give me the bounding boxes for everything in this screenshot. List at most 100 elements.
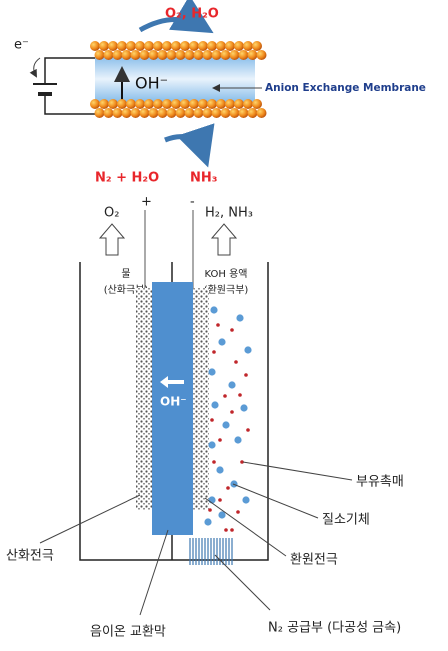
- ball: [207, 99, 217, 109]
- product-label: NH₃: [190, 171, 217, 186]
- nitrogen-bubble: [210, 306, 218, 314]
- nitrogen-bubble: [208, 441, 216, 449]
- ball: [220, 108, 231, 118]
- ball: [94, 50, 105, 60]
- catalyst-particle: [246, 428, 250, 432]
- ball: [108, 99, 118, 109]
- ball: [252, 99, 262, 109]
- ball: [90, 99, 100, 109]
- ball: [144, 99, 154, 109]
- ball: [202, 108, 213, 118]
- catalyst-particle: [230, 328, 234, 332]
- nitrogen-bubble: [222, 421, 230, 429]
- membrane-label: Anion Exchange Membrane: [265, 82, 426, 94]
- electron-arrow: [29, 57, 41, 78]
- catalyst-particle: [238, 393, 242, 397]
- ball: [180, 41, 190, 51]
- ion-label: OH⁻: [160, 395, 187, 409]
- ball: [252, 41, 262, 51]
- ball: [247, 108, 258, 118]
- catalyst-particle: [244, 373, 248, 377]
- ball: [211, 50, 222, 60]
- ball: [99, 99, 109, 109]
- membrane: [95, 54, 255, 104]
- ball: [166, 50, 177, 60]
- ball: [148, 50, 159, 60]
- ball: [198, 41, 208, 51]
- electron-label: e⁻: [14, 38, 29, 53]
- catalyst-label: 부유촉매: [356, 475, 404, 490]
- cathode-chamber: KOH 용액: [205, 268, 248, 280]
- circuit: [44, 57, 95, 115]
- catalyst-particle: [218, 498, 222, 502]
- anode-gas: O₂: [104, 206, 119, 221]
- ball: [189, 99, 199, 109]
- ball: [202, 50, 213, 60]
- nitrogen-bubble: [240, 404, 248, 412]
- ball: [112, 50, 123, 60]
- catalyst-particle: [212, 350, 216, 354]
- catalyst-particle: [212, 460, 216, 464]
- ball: [189, 41, 199, 51]
- ball: [117, 99, 127, 109]
- catalyst-particle: [236, 510, 240, 514]
- catalyst-particle: [216, 323, 220, 327]
- catalyst-particle: [240, 460, 244, 464]
- cathode-label: 환원전극: [290, 553, 338, 568]
- ball: [247, 50, 258, 60]
- particles: [204, 306, 252, 532]
- ball: [184, 108, 195, 118]
- ball: [135, 41, 145, 51]
- ball: [90, 41, 100, 51]
- ball: [99, 41, 109, 51]
- inlet-label: N₂ + H₂O: [95, 171, 159, 186]
- nitrogen-bubble: [242, 496, 250, 504]
- outlet-arrow: [210, 223, 238, 256]
- plus-label: +: [141, 195, 152, 210]
- ion-arrow: [160, 376, 184, 388]
- ball: [220, 50, 231, 60]
- ball: [243, 41, 253, 51]
- supply-mesh: [189, 538, 233, 565]
- catalyst-particle: [224, 528, 228, 532]
- ball: [184, 50, 195, 60]
- leader-line: [214, 554, 271, 611]
- curved-arrow: [164, 123, 215, 168]
- leader-line: [232, 483, 319, 519]
- ball: [238, 108, 249, 118]
- ball: [126, 41, 136, 51]
- minus-label: -: [190, 195, 195, 210]
- ball: [153, 99, 163, 109]
- ball: [234, 99, 244, 109]
- cell: O₂ + - H₂, NH₃ 물 (산화극부) KOH 용액 (환원극부) OH…: [6, 195, 404, 640]
- ball: [238, 50, 249, 60]
- ball: [216, 41, 226, 51]
- catalyst-balls: [90, 41, 267, 118]
- leader-line: [39, 494, 141, 544]
- leader-line: [204, 497, 287, 557]
- ball: [139, 50, 150, 60]
- ball: [193, 108, 204, 118]
- ball: [117, 41, 127, 51]
- ball: [207, 41, 217, 51]
- nitrogen-bubble: [236, 314, 244, 322]
- ball: [175, 50, 186, 60]
- ball: [94, 108, 105, 118]
- leader-line: [139, 529, 169, 616]
- ball: [139, 108, 150, 118]
- cathode: [193, 288, 209, 510]
- ball: [171, 99, 181, 109]
- ball: [103, 50, 114, 60]
- ball: [225, 99, 235, 109]
- catalyst-particle: [218, 438, 222, 442]
- ball: [148, 108, 159, 118]
- anode-chamber: 물: [121, 268, 130, 280]
- ball: [175, 108, 186, 118]
- ball: [130, 50, 141, 60]
- catalyst-particle: [234, 360, 238, 364]
- membrane: [152, 282, 193, 535]
- ball: [211, 108, 222, 118]
- supply-label: N₂ 공급부 (다공성 금속): [268, 621, 401, 636]
- ball: [126, 99, 136, 109]
